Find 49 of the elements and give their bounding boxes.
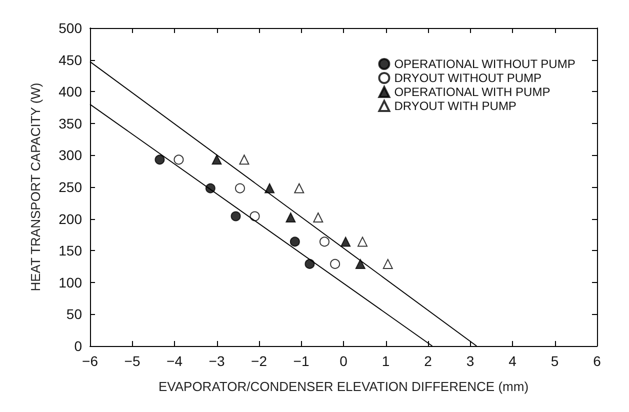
y-tick-label: 0	[74, 338, 82, 354]
x-tick-label: −6	[82, 353, 98, 369]
x-tick-label: 6	[593, 353, 602, 369]
y-tick-label: 250	[58, 179, 82, 195]
point	[319, 236, 330, 247]
point	[330, 258, 340, 269]
y-tick-label: 400	[58, 84, 82, 100]
x-tick-label: 2	[424, 353, 432, 369]
y-tick-label: 100	[58, 274, 82, 290]
point	[313, 212, 324, 223]
x-tick-label: −4	[166, 353, 183, 369]
x-tick-label: −2	[251, 353, 268, 369]
x-tick-label: 0	[340, 353, 348, 369]
point	[234, 183, 245, 194]
y-tick-label: 50	[66, 306, 82, 322]
point	[340, 236, 351, 247]
point	[264, 183, 275, 194]
x-tick-label: 1	[382, 353, 390, 369]
x-axis-title: EVAPORATOR/CONDENSER ELEVATION DIFFERENCE (mm)	[158, 379, 529, 394]
point	[290, 236, 300, 247]
point	[230, 211, 241, 222]
x-tick-label: −3	[208, 353, 225, 369]
y-tick-label: 450	[58, 52, 82, 68]
y-tick-label: 200	[58, 210, 82, 227]
legend-label: DRYOUT WITHOUT PUMP	[394, 71, 542, 85]
point	[250, 211, 260, 222]
legend-label: DRYOUT WITH PUMP	[394, 99, 516, 113]
legend-label: OPERATIONAL WITH PUMP	[394, 85, 550, 99]
y-tick-label: 300	[58, 147, 82, 164]
point	[304, 258, 315, 269]
point	[382, 258, 393, 269]
x-tick-label: 4	[508, 353, 517, 369]
point	[154, 154, 165, 165]
point	[212, 154, 222, 165]
y-tick-label: 150	[58, 242, 82, 259]
point	[286, 212, 296, 223]
point	[294, 183, 304, 194]
x-tick-label: 3	[466, 353, 474, 369]
y-tick-label: 500	[58, 20, 82, 36]
y-axis-title: HEAT TRANSPORT CAPACITY (W)	[28, 82, 43, 292]
legend-label: OPERATIONAL WITHOUT PUMP	[394, 57, 576, 71]
point	[355, 258, 366, 269]
y-tick-label: 350	[58, 115, 82, 132]
point	[174, 154, 184, 165]
x-tick-label: −1	[293, 353, 310, 369]
point	[239, 154, 250, 165]
point	[358, 236, 368, 247]
x-tick-label: 5	[550, 353, 559, 369]
x-tick-label: −5	[124, 353, 140, 369]
